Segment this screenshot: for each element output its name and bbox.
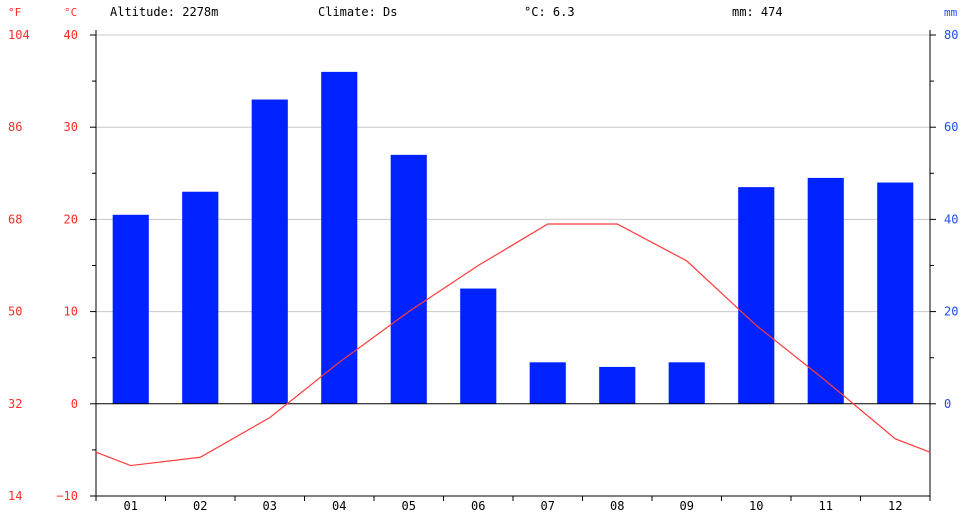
mm-unit-label: mm bbox=[944, 6, 958, 19]
precip-bar-06 bbox=[460, 288, 497, 404]
fahrenheit-unit-label: °F bbox=[8, 6, 21, 19]
precip-bar-02 bbox=[182, 191, 219, 404]
mm-tick-label: 0 bbox=[944, 397, 951, 411]
precip-bar-08 bbox=[599, 366, 636, 404]
celsius-tick-label: 10 bbox=[64, 305, 78, 319]
altitude-label: Altitude: 2278m bbox=[110, 5, 218, 19]
axes bbox=[90, 30, 936, 501]
celsius-tick-label: 30 bbox=[64, 120, 78, 134]
celsius-tick-label: 20 bbox=[64, 212, 78, 226]
precip-total-label: mm: 474 bbox=[732, 5, 783, 19]
avg-temp-label: °C: 6.3 bbox=[524, 5, 575, 19]
mm-tick-label: 80 bbox=[944, 28, 958, 42]
celsius-tick-label: −10 bbox=[56, 489, 78, 503]
precip-bar-09 bbox=[668, 362, 705, 404]
precip-bar-10 bbox=[738, 187, 775, 404]
precip-bar-05 bbox=[390, 154, 427, 404]
climate-label: Climate: Ds bbox=[318, 5, 397, 19]
celsius-tick-label: 0 bbox=[71, 397, 78, 411]
month-label-12: 12 bbox=[888, 499, 902, 513]
month-label-08: 08 bbox=[610, 499, 624, 513]
fahrenheit-tick-label: 14 bbox=[8, 489, 22, 503]
month-label-11: 11 bbox=[819, 499, 833, 513]
fahrenheit-tick-label: 104 bbox=[8, 28, 30, 42]
precip-bar-11 bbox=[807, 177, 844, 404]
precip-bar-04 bbox=[321, 71, 358, 404]
precip-bar-12 bbox=[877, 182, 914, 404]
fahrenheit-tick-label: 68 bbox=[8, 212, 22, 226]
precip-bar-07 bbox=[529, 362, 566, 404]
month-label-07: 07 bbox=[541, 499, 555, 513]
month-label-03: 03 bbox=[263, 499, 277, 513]
celsius-tick-label: 40 bbox=[64, 28, 78, 42]
month-label-02: 02 bbox=[193, 499, 207, 513]
temperature-series-line bbox=[95, 223, 931, 467]
month-label-06: 06 bbox=[471, 499, 485, 513]
month-label-05: 05 bbox=[402, 499, 416, 513]
precip-bar-03 bbox=[251, 99, 288, 404]
month-label-10: 10 bbox=[749, 499, 763, 513]
celsius-unit-label: °C bbox=[64, 6, 77, 19]
precip-bar-01 bbox=[112, 214, 149, 404]
month-label-01: 01 bbox=[124, 499, 138, 513]
precipitation-bars bbox=[112, 71, 914, 404]
fahrenheit-tick-label: 32 bbox=[8, 397, 22, 411]
grid-lines bbox=[96, 34, 930, 313]
mm-tick-label: 20 bbox=[944, 305, 958, 319]
tick-labels: 40 104 30 86 20 68 10 50 0 32 −10 14 80 60 40 20 0 01 02 03… bbox=[8, 28, 958, 513]
fahrenheit-tick-label: 86 bbox=[8, 120, 22, 134]
mm-tick-label: 60 bbox=[944, 120, 958, 134]
temperature-line bbox=[95, 223, 931, 467]
fahrenheit-tick-label: 50 bbox=[8, 305, 22, 319]
mm-tick-label: 40 bbox=[944, 212, 958, 226]
month-label-09: 09 bbox=[680, 499, 694, 513]
month-label-04: 04 bbox=[332, 499, 346, 513]
